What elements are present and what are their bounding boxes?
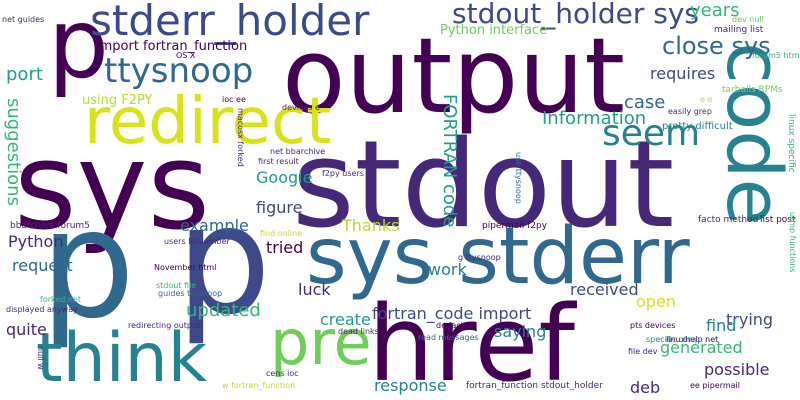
word-dead-links: dead links [338, 327, 379, 336]
word-port: port [6, 64, 43, 85]
word-using-f2py: using F2PY [82, 93, 153, 108]
word-pre: pre [270, 306, 372, 379]
word-import-fortran-function: import fortran_function [96, 39, 248, 54]
word-forum5-html: forum5 html [752, 51, 800, 60]
word-guides-ttysnoop: guides ttysnoop [158, 289, 223, 298]
word-saying: saying [494, 322, 547, 341]
word-mailing-list: mailing list [714, 25, 764, 35]
word-seem: seem [602, 113, 701, 154]
word-specific-utmp: specific utmp [646, 335, 700, 344]
word-response: response [374, 376, 447, 395]
word-dev-null: dev null [732, 15, 764, 24]
word-thanks: Thanks [342, 216, 400, 235]
word-figure: figure [256, 198, 303, 217]
word-stdout-big: stdout [292, 116, 675, 255]
word-p-top: p [48, 0, 109, 100]
word-e-e: e e [700, 95, 713, 104]
word-trying: trying [726, 310, 774, 329]
word-create: create [320, 310, 371, 329]
word-generated: generated [660, 338, 743, 357]
word-fortran-code-import: fortran_code import [372, 304, 532, 323]
word-p-bottom-mid: p [176, 174, 272, 348]
word-list-post: list post [760, 215, 796, 225]
word-sys-big: sys [14, 118, 211, 257]
word-facto-method: facto method [698, 215, 759, 225]
word-de-facto: de facto [436, 321, 469, 330]
word-case: case [624, 92, 666, 113]
word-tried: tried [266, 238, 304, 257]
word-linuxhelp-net: linuxhelp net [666, 335, 719, 344]
word-example: example [180, 216, 249, 235]
word-suggestions: suggestions [3, 98, 24, 206]
word-users-november: users November [164, 237, 230, 246]
word-find: find [706, 316, 737, 335]
word-ttysnoop: ttysnoop [104, 51, 254, 91]
word-first-result: first result [258, 157, 299, 166]
word-stderr-holder: stderr_holder [90, 0, 370, 45]
word-tarballs-rpms: tarballs RPMs [722, 85, 783, 95]
word-utmp-functions: utmp functions [788, 212, 797, 273]
word-stdout-holder-sys: stdout_holder sys [452, 0, 700, 30]
word-redirect: redirect [84, 85, 332, 159]
word-file-dev: file dev [628, 347, 658, 356]
word-use-ttysnoop: use ttysnoop [514, 152, 523, 204]
word-luck: luck [298, 280, 331, 299]
word-macosx-forked: macosx forked [236, 108, 245, 167]
word-work: work [428, 260, 467, 279]
word-os-x: OS X [176, 51, 196, 60]
word-think: think [36, 319, 208, 398]
word-output: output [282, 15, 626, 137]
word-pretty-difficult: pretty difficult [662, 121, 733, 132]
word-w-fortran-function: w fortran_function [222, 381, 296, 390]
word-years: years [690, 0, 740, 21]
word-ioc-ee: ioc ee [222, 95, 246, 104]
word-fortran-function-stdout-holder: fortran_function stdout_holder [466, 381, 603, 391]
word-open: open [636, 292, 676, 311]
word-request: request [12, 256, 73, 275]
word-sys-stderr: sys stderr [306, 212, 690, 302]
word-net-guides: net guides [2, 15, 45, 24]
word-pts-devices: pts devices [630, 321, 676, 330]
word-devices-e: devices e [282, 103, 320, 112]
word-google: Google [256, 168, 313, 187]
word-deb: deb [630, 378, 661, 397]
word-redirecting-output: redirecting output [128, 321, 201, 330]
word-stdout-file: stdout file [156, 281, 197, 290]
word-p-bottom-left: p [40, 178, 136, 352]
word-displayed-anyway: displayed anyway [6, 305, 78, 314]
word-f2py-users: f2py users [322, 169, 364, 178]
word-forked-net: forked net [40, 295, 82, 304]
word-python: Python [8, 232, 64, 251]
word-easily-grep: easily grep [668, 107, 712, 116]
word-requires: requires [650, 64, 716, 83]
word-pipermail-f2py: pipermail f2py [482, 221, 548, 231]
word-python-interface: Python interface [440, 23, 548, 38]
word-information: Information [542, 108, 647, 129]
word-cens-ioc: cens ioc [266, 369, 299, 378]
word-received: received [570, 280, 639, 299]
word-null-w: null w [36, 346, 45, 370]
word-quite: quite [6, 320, 47, 339]
word-november-html: November html [154, 263, 217, 272]
word-net-bbarchive: net bbarchive [270, 147, 326, 156]
word-ee-pipermail: ee pipermail [690, 381, 740, 390]
word-find-online: find online [260, 229, 303, 238]
word-close-sys: close sys [662, 32, 771, 60]
word-linux-specific: linux specific [786, 114, 796, 173]
word-code-vertical: code [710, 42, 799, 226]
word-possible: possible [704, 360, 770, 379]
word-bbarchive-forum5: bbarchive forum5 [10, 221, 90, 231]
word-href: href [368, 283, 575, 400]
word-read-messages: read messages [418, 333, 479, 342]
word-g-ttysnoop: g ttysnoop [458, 253, 501, 262]
word-fortran-code-vertical: FORTRAN code [439, 94, 460, 228]
word-updated: updated [186, 300, 261, 321]
